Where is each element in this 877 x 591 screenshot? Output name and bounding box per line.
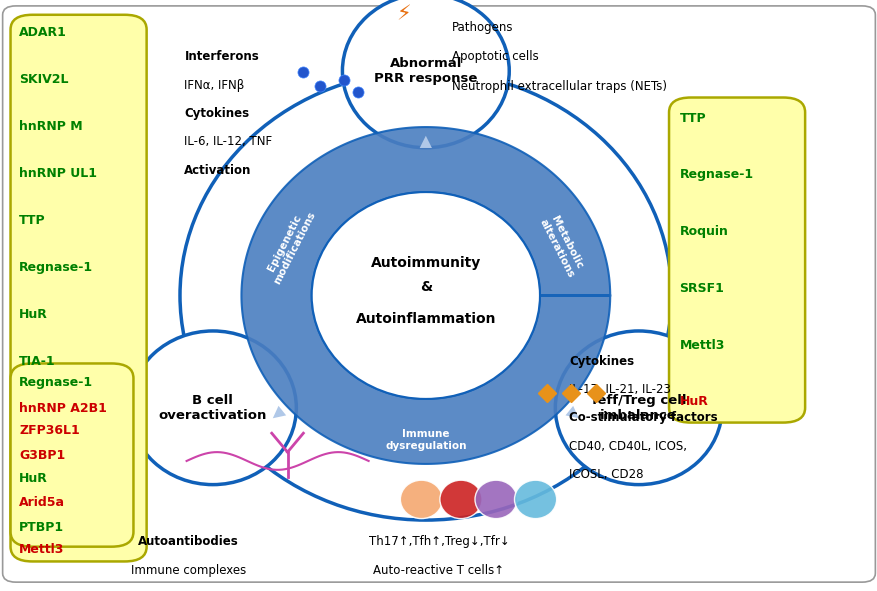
FancyBboxPatch shape (3, 6, 874, 582)
FancyBboxPatch shape (668, 98, 804, 423)
Text: Regnase-1: Regnase-1 (19, 261, 93, 274)
Text: B cell
overactivation: B cell overactivation (159, 394, 267, 422)
Text: Cytokines: Cytokines (568, 355, 633, 368)
Text: Regnase-1: Regnase-1 (679, 168, 752, 181)
Ellipse shape (554, 331, 721, 485)
Text: ADAR1: ADAR1 (19, 26, 68, 39)
Text: Epigenetic
modifications: Epigenetic modifications (261, 204, 317, 286)
Text: TTP: TTP (679, 112, 705, 125)
Text: TIA-1: TIA-1 (19, 355, 56, 368)
Ellipse shape (514, 480, 556, 519)
Text: &: & (419, 280, 431, 294)
Text: Mettl3: Mettl3 (679, 339, 724, 352)
Text: Th17↑,Tfh↑,Treg↓,Tfr↓: Th17↑,Tfh↑,Treg↓,Tfr↓ (368, 535, 509, 548)
Ellipse shape (130, 331, 296, 485)
Text: Arid5a: Arid5a (19, 496, 65, 509)
Text: hnRNP UL1: hnRNP UL1 (19, 167, 97, 180)
Text: Neutrophil extracellular traps (NETs): Neutrophil extracellular traps (NETs) (452, 80, 667, 93)
Text: TTP: TTP (19, 214, 46, 227)
FancyBboxPatch shape (11, 15, 146, 561)
Text: Autoinflammation: Autoinflammation (355, 312, 496, 326)
Text: Immune complexes: Immune complexes (131, 564, 246, 577)
Text: HuR: HuR (679, 395, 708, 408)
Text: Co-stimulatory factors: Co-stimulatory factors (568, 411, 717, 424)
Text: HuR: HuR (19, 308, 48, 321)
Ellipse shape (400, 480, 442, 519)
Text: Roquin: Roquin (679, 225, 728, 238)
Text: Activation: Activation (184, 164, 252, 177)
Polygon shape (241, 127, 610, 464)
Text: Cytokines: Cytokines (184, 107, 249, 120)
Text: Autoimmunity: Autoimmunity (370, 256, 481, 270)
Ellipse shape (439, 480, 481, 519)
Text: hnRNP M: hnRNP M (19, 120, 82, 133)
Text: IFNα, IFNβ: IFNα, IFNβ (184, 79, 245, 92)
Text: Mettl3: Mettl3 (19, 543, 65, 556)
Text: Abnormal
PRR response: Abnormal PRR response (374, 57, 477, 85)
Text: Autoantibodies: Autoantibodies (139, 535, 239, 548)
Text: Auto-reactive T cells↑: Auto-reactive T cells↑ (373, 564, 504, 577)
Ellipse shape (311, 192, 539, 399)
Text: PTBP1: PTBP1 (19, 521, 64, 534)
Text: SKIV2L: SKIV2L (19, 73, 68, 86)
Text: Teff/Treg cell
imbalance: Teff/Treg cell imbalance (590, 394, 686, 422)
Text: Apoptotic cells: Apoptotic cells (452, 50, 538, 63)
FancyBboxPatch shape (11, 363, 133, 547)
Text: Pathogens: Pathogens (452, 21, 513, 34)
Text: HuR: HuR (19, 472, 48, 485)
Text: CD40, CD40L, ICOS,: CD40, CD40L, ICOS, (568, 440, 686, 453)
Text: SRSF1: SRSF1 (679, 282, 724, 295)
Text: IL-6, IL-12, TNF: IL-6, IL-12, TNF (184, 135, 272, 148)
Ellipse shape (342, 0, 509, 148)
Text: ICOSL, CD28: ICOSL, CD28 (568, 468, 643, 481)
Text: ⚡: ⚡ (396, 5, 410, 25)
Text: ZFP36L1: ZFP36L1 (19, 424, 80, 437)
Text: hnRNP A2B1: hnRNP A2B1 (19, 402, 107, 415)
Text: G3BP1: G3BP1 (19, 449, 66, 462)
Text: Metabolic
alterations: Metabolic alterations (537, 212, 586, 279)
Text: Interferons: Interferons (184, 50, 259, 63)
Ellipse shape (474, 480, 517, 519)
Text: IL-17, IL-21, IL-23: IL-17, IL-21, IL-23 (568, 383, 670, 396)
Text: Immune
dysregulation: Immune dysregulation (385, 430, 466, 451)
Text: Regnase-1: Regnase-1 (19, 376, 93, 389)
